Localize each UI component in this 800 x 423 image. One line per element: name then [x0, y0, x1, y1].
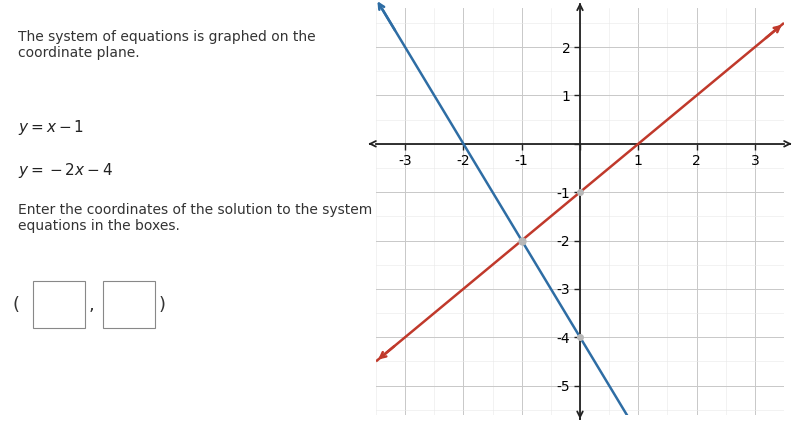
Text: Enter the coordinates of the solution to the system of
equations in the boxes.: Enter the coordinates of the solution to…	[18, 203, 390, 233]
Text: $y = -2x - 4$: $y = -2x - 4$	[18, 161, 114, 180]
Text: ): )	[158, 296, 166, 313]
FancyBboxPatch shape	[33, 281, 85, 328]
Text: The system of equations is graphed on the
coordinate plane.: The system of equations is graphed on th…	[18, 30, 316, 60]
Text: $y = x - 1$: $y = x - 1$	[18, 118, 85, 137]
FancyBboxPatch shape	[103, 281, 154, 328]
Text: ,: ,	[88, 296, 94, 313]
Text: (: (	[13, 296, 20, 313]
